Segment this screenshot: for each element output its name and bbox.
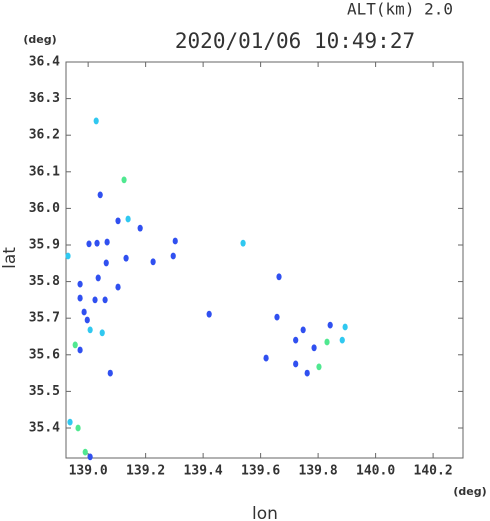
y-tick-label: 35.8: [29, 274, 60, 289]
echo-point: [123, 254, 129, 262]
echo-point: [67, 418, 73, 426]
echo-point: [77, 280, 83, 288]
echo-point: [86, 240, 92, 248]
x-tick-label: 140.0: [356, 464, 395, 479]
y-unit: (deg): [23, 33, 56, 46]
y-tick-label: 35.7: [29, 311, 60, 326]
plot-frame: [65, 61, 464, 459]
x-tick-label: 139.6: [241, 464, 280, 479]
x-tick-label: 139.0: [69, 464, 108, 479]
echo-point: [206, 310, 212, 318]
echo-point: [87, 453, 93, 461]
echo-point: [107, 369, 113, 377]
echo-point: [316, 363, 322, 371]
echo-point: [102, 296, 108, 304]
chart-title: 2020/01/06 10:49:27: [175, 29, 415, 53]
echo-point: [97, 191, 103, 199]
y-tick-label: 35.4: [29, 420, 60, 435]
x-tick-label: 139.8: [299, 464, 338, 479]
echo-point: [81, 308, 87, 316]
echo-point: [263, 354, 269, 362]
echo-point: [240, 239, 246, 247]
echo-point: [293, 360, 299, 368]
echo-point: [274, 313, 280, 321]
echo-point: [311, 344, 317, 352]
echo-point: [339, 336, 345, 344]
x-tick-label: 140.2: [414, 464, 453, 479]
echo-point: [104, 238, 110, 246]
echo-point: [300, 326, 306, 334]
echo-point: [115, 217, 121, 225]
y-tick-label: 36.3: [29, 91, 60, 106]
echo-point: [125, 215, 131, 223]
annotation: ALT(km) 2.0: [347, 0, 453, 19]
echo-point: [324, 338, 330, 346]
echo-point: [93, 117, 99, 125]
y-tick-label: 36.1: [29, 164, 60, 179]
echo-point: [150, 258, 156, 266]
echo-point: [304, 369, 310, 377]
x-axis-label: lon: [252, 504, 278, 521]
echo-point: [137, 224, 143, 232]
echo-point: [95, 274, 101, 282]
echo-point: [94, 239, 100, 247]
echo-point: [72, 341, 78, 349]
echo-point: [293, 336, 299, 344]
y-tick-label: 36.2: [29, 128, 60, 143]
x-tick-label: 139.2: [126, 464, 165, 479]
echo-point: [82, 448, 88, 456]
echo-point: [172, 237, 178, 245]
echo-point: [276, 273, 282, 281]
y-tick-label: 35.5: [29, 384, 60, 399]
echo-point: [87, 326, 93, 334]
echo-point: [65, 252, 71, 260]
echo-point: [77, 346, 83, 354]
y-tick-label: 35.6: [29, 347, 60, 362]
y-tick-label: 36.4: [29, 55, 60, 70]
echo-point: [77, 294, 83, 302]
x-tick-label: 139.4: [184, 464, 223, 479]
y-tick-label: 35.9: [29, 237, 60, 252]
echo-point: [115, 283, 121, 291]
echo-point: [92, 296, 98, 304]
x-unit: (deg): [453, 485, 486, 498]
echo-point: [327, 321, 333, 329]
y-tick-label: 36.0: [29, 201, 60, 216]
echo-point: [84, 316, 90, 324]
y-axis-label: lat: [0, 247, 20, 269]
echo-point: [103, 259, 109, 267]
echo-point: [121, 176, 127, 184]
echo-point: [170, 252, 176, 260]
echo-point: [342, 323, 348, 331]
echo-point: [99, 329, 105, 337]
echo-point: [75, 424, 81, 432]
